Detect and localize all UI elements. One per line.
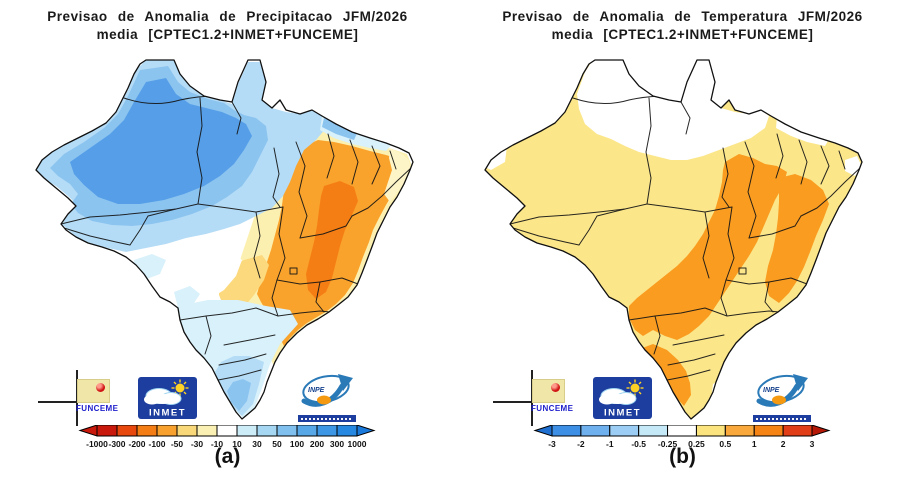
funceme-square [77, 379, 110, 403]
colorbar-tick-label: 200 [310, 439, 324, 449]
inpe-arrowhead-icon [338, 374, 353, 391]
colorbar-tick-label: -50 [171, 439, 184, 449]
colorbar-segment [256, 424, 278, 437]
precipitation-colorbar: -1000 -300 -200 -100 -50 -30 -10 10 30 50 100 200 30… [78, 424, 376, 451]
colorbar-tick-label: 3 [810, 439, 815, 449]
colorbar-tick-label: 0.25 [688, 439, 705, 449]
inmet-label: INMET [149, 408, 186, 419]
colorbar-tick-label: -1 [606, 439, 614, 449]
colorbar-tick-label: 300 [330, 439, 344, 449]
colorbar-tick-label: -300 [108, 439, 125, 449]
cloud-icon [599, 388, 637, 405]
funceme-red-ball-icon [96, 383, 105, 392]
colorbar-tick-label: -0.25 [658, 439, 678, 449]
colorbar-segment [116, 424, 138, 437]
panel-temperature: Previsao de Anomalia de Temperatura JFM/… [455, 0, 910, 483]
colorbar-segment [96, 424, 118, 437]
colorbar-segment [782, 424, 813, 437]
cloud-icon [144, 388, 182, 405]
colorbar-tick-label: -10 [211, 439, 224, 449]
sun-icon [171, 379, 189, 397]
colorbar-segment [276, 424, 298, 437]
colorbar-right-arrow [811, 424, 831, 437]
colorbar-segment [236, 424, 258, 437]
colorbar-segment [609, 424, 640, 437]
colorbar-tick-label: 0.5 [719, 439, 731, 449]
brazil-outline [484, 59, 863, 420]
inpe-orange-dot-icon [772, 395, 786, 405]
state-borders [509, 95, 861, 382]
brazil-map-precipitation [28, 54, 448, 420]
colorbar-tick-label: 100 [290, 439, 304, 449]
funceme-square [532, 379, 565, 403]
inpe-logo: INPE [751, 371, 813, 422]
funceme-axis-hline [493, 401, 535, 403]
colorbar-segment [724, 424, 755, 437]
inpe-banner [753, 415, 811, 422]
panel-b-title-line2: media [CPTEC1.2+INMET+FUNCEME] [551, 27, 814, 43]
colorbar-left-arrow [533, 424, 553, 437]
colorbar-tick-label: 1000 [348, 439, 367, 449]
brazil-outline [35, 59, 414, 420]
colorbar-tick-label: 1 [752, 439, 757, 449]
inmet-label: INMET [604, 408, 641, 419]
precip-anomaly-fields [36, 60, 413, 419]
panel-b-label: (b) [669, 445, 696, 468]
colorbar-tick-label: 50 [272, 439, 282, 449]
inpe-banner [298, 415, 356, 422]
colorbar-segment [551, 424, 582, 437]
panel-b-title-line1: Previsao de Anomalia de Temperatura JFM/… [502, 9, 863, 24]
colorbar-segment [667, 424, 697, 437]
colorbar-segment [638, 424, 669, 437]
colorbar-tick-label: -0.5 [631, 439, 646, 449]
inpe-orange-dot-icon [317, 395, 331, 405]
funceme-label: FUNCEME [76, 404, 119, 413]
colorbar-tick-label: 30 [252, 439, 262, 449]
inmet-logo: INMET [593, 377, 652, 419]
inmet-logo: INMET [138, 377, 197, 419]
funceme-axis-hline [38, 401, 80, 403]
inpe-label: INPE [763, 387, 780, 394]
colorbar-segment [136, 424, 158, 437]
colorbar-segment [296, 424, 318, 437]
inpe-logo: INPE [296, 371, 358, 422]
colorbar-segment [216, 424, 238, 437]
colorbar-segment [196, 424, 218, 437]
colorbar-right-arrow [356, 424, 376, 437]
state-borders [60, 95, 412, 382]
colorbar-tick-label: -30 [191, 439, 204, 449]
funceme-red-ball-icon [551, 383, 560, 392]
colorbar-tick-label: -3 [548, 439, 556, 449]
colorbar-segment [695, 424, 726, 437]
colorbar-tick-label: 2 [781, 439, 786, 449]
colorbar-tick-label: -1000 [86, 439, 108, 449]
colorbar-segment [753, 424, 784, 437]
colorbar-left-arrow [78, 424, 98, 437]
colorbar-tick-label: -2 [577, 439, 585, 449]
colorbar-segment [580, 424, 611, 437]
panel-b-title: Previsao de Anomalia de Temperatura JFM/… [455, 8, 910, 44]
temperature-colorbar: -3 -2 -1 -0.5 -0.25 0.25 0.5 1 2 3 [533, 424, 831, 451]
funceme-label: FUNCEME [531, 404, 574, 413]
panel-precipitation: Previsao de Anomalia de Precipitacao JFM… [0, 8, 455, 468]
temp-anomaly-fields [485, 60, 862, 419]
inpe-label: INPE [308, 387, 325, 394]
colorbar-segment [316, 424, 338, 437]
colorbar-segment [336, 424, 358, 437]
panel-a-title: Previsao de Anomalia de Precipitacao JFM… [0, 8, 455, 44]
colorbar-tick-label: -200 [128, 439, 145, 449]
colorbar-segment [156, 424, 178, 437]
funceme-logo: FUNCEME [38, 368, 126, 428]
funceme-logo: FUNCEME [493, 368, 581, 428]
panel-a-label: (a) [214, 445, 241, 468]
inpe-arrowhead-icon [793, 374, 808, 391]
brazil-map-temperature [477, 54, 897, 420]
panel-a-title-line1: Previsao de Anomalia de Precipitacao JFM… [47, 9, 408, 24]
colorbar-tick-label: 10 [232, 439, 242, 449]
panel-a-title-line2: media [CPTEC1.2+INMET+FUNCEME] [96, 27, 359, 43]
colorbar-tick-label: -100 [148, 439, 165, 449]
colorbar-segment [176, 424, 198, 437]
